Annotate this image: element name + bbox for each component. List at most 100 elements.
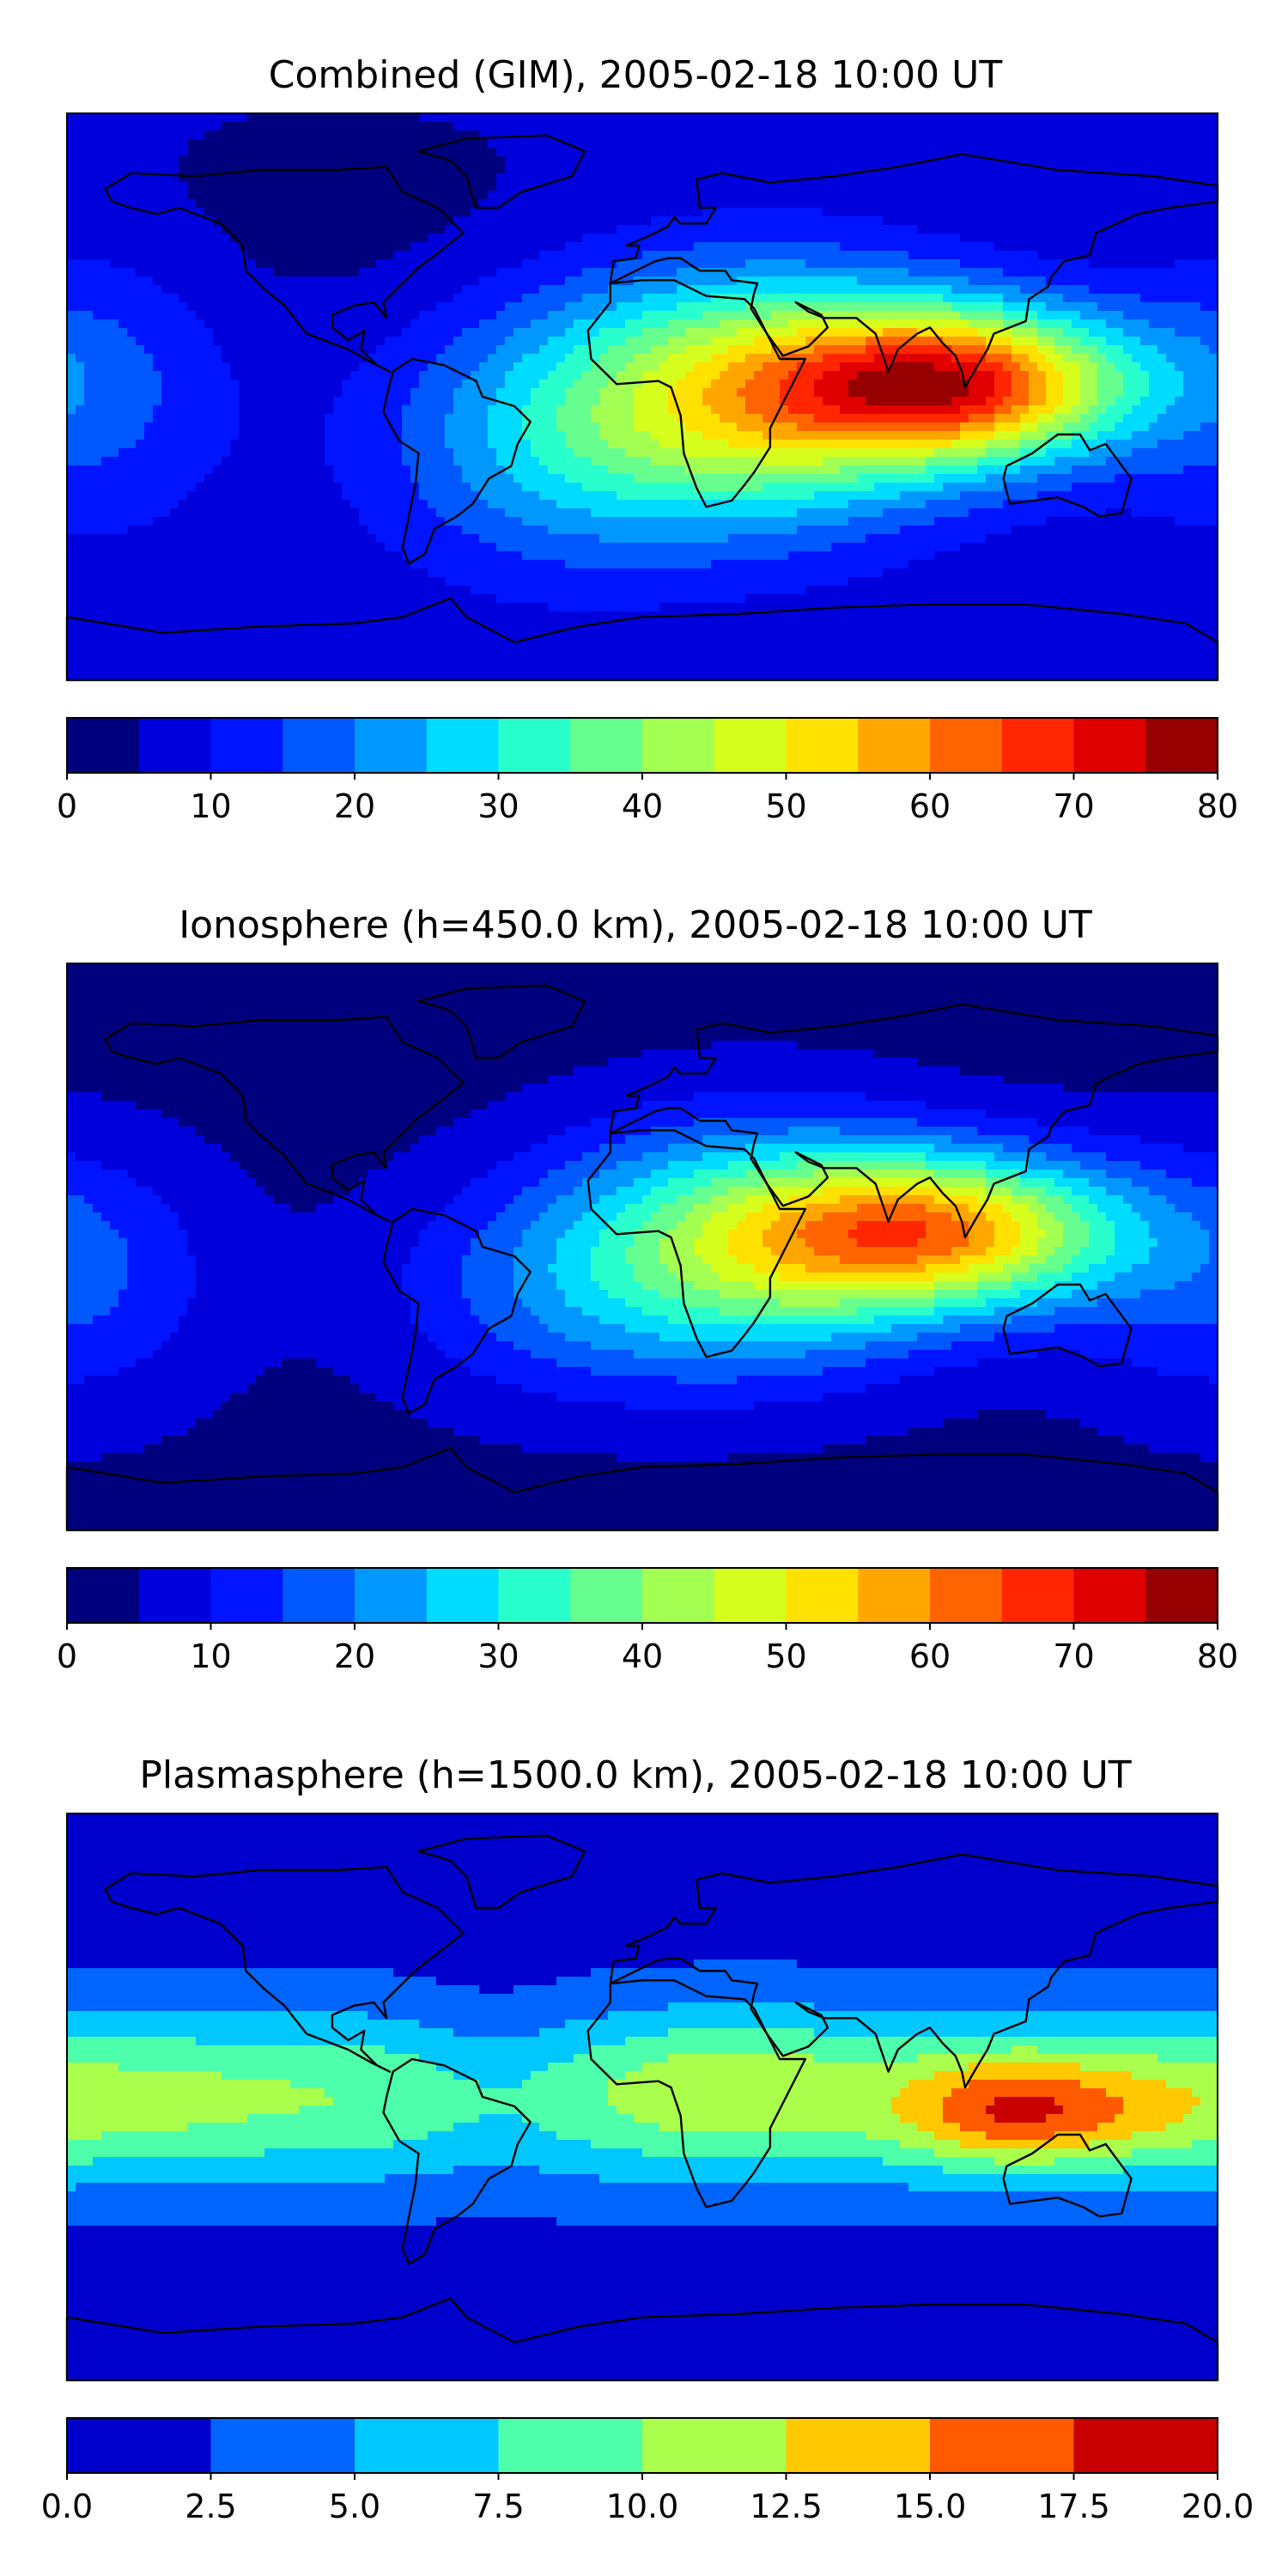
heatmap-cell: [1080, 165, 1090, 174]
heatmap-cell: [977, 259, 987, 269]
heatmap-cell: [333, 259, 343, 269]
heatmap-cell: [1123, 131, 1133, 140]
heatmap-cell: [462, 259, 471, 269]
heatmap-cell: [986, 139, 995, 149]
heatmap-cell: [410, 251, 420, 260]
heatmap-cell: [762, 122, 772, 131]
heatmap-cell: [273, 113, 283, 123]
heatmap-cell: [951, 251, 961, 260]
heatmap-cell: [625, 148, 635, 157]
heatmap-cell: [1106, 268, 1115, 277]
heatmap-cell: [1140, 131, 1150, 140]
heatmap-cell: [1115, 113, 1124, 123]
heatmap-cell: [582, 139, 592, 149]
heatmap-cell: [1029, 191, 1038, 200]
heatmap-cell: [788, 182, 798, 191]
heatmap-cell: [1063, 173, 1072, 183]
heatmap-cell: [805, 208, 815, 217]
heatmap-cell: [891, 173, 901, 183]
heatmap-cell: [651, 139, 660, 149]
heatmap-cell: [101, 234, 111, 243]
heatmap-cell: [1140, 148, 1150, 157]
heatmap-cell: [1089, 182, 1098, 191]
heatmap-cell: [883, 208, 892, 217]
heatmap-cell: [1003, 216, 1012, 226]
heatmap-cell: [170, 251, 179, 260]
heatmap-cell: [908, 225, 918, 234]
heatmap-cell: [866, 113, 875, 123]
heatmap-cell: [488, 268, 497, 277]
heatmap-cell: [136, 208, 145, 217]
heatmap-cell: [711, 148, 720, 157]
heatmap-cell: [1037, 276, 1047, 286]
heatmap-cell: [170, 276, 179, 286]
heatmap-cell: [1072, 208, 1081, 217]
heatmap-cell: [874, 268, 884, 277]
heatmap-cell: [1046, 234, 1055, 243]
heatmap-cell: [805, 139, 815, 149]
heatmap-cell: [642, 139, 652, 149]
heatmap-cell: [1020, 122, 1030, 131]
heatmap-cell: [994, 173, 1004, 183]
heatmap-cell: [1012, 113, 1021, 123]
heatmap-cell: [1200, 156, 1210, 166]
heatmap-cell: [823, 165, 832, 174]
heatmap-cell: [513, 199, 523, 209]
heatmap-cell: [428, 216, 437, 226]
heatmap-cell: [1123, 148, 1133, 157]
heatmap-cell: [505, 208, 514, 217]
heatmap-cell: [479, 251, 489, 260]
heatmap-cell: [325, 131, 334, 140]
heatmap-cell: [1089, 225, 1098, 234]
heatmap-cell: [325, 148, 334, 157]
heatmap-cell: [1183, 113, 1193, 123]
heatmap-cell: [84, 173, 94, 183]
heatmap-cell: [1209, 259, 1218, 269]
heatmap-cell: [505, 199, 514, 209]
heatmap-cell: [651, 113, 660, 123]
heatmap-cell: [342, 285, 351, 295]
heatmap-cell: [187, 122, 197, 131]
heatmap-cell: [170, 148, 179, 157]
heatmap-cell: [943, 199, 952, 209]
heatmap-cell: [1029, 225, 1038, 234]
heatmap-cell: [1123, 156, 1133, 166]
heatmap-cell: [230, 242, 240, 252]
heatmap-cell: [831, 191, 841, 200]
heatmap-cell: [67, 225, 76, 234]
heatmap-cell: [702, 208, 712, 217]
heatmap-cell: [1054, 139, 1064, 149]
heatmap-cell: [1157, 242, 1167, 252]
heatmap-cell: [874, 173, 884, 183]
heatmap-cell: [685, 242, 695, 252]
heatmap-cell: [179, 216, 188, 226]
heatmap-cell: [848, 225, 858, 234]
heatmap-cell: [196, 182, 205, 191]
heatmap-cell: [900, 122, 909, 131]
heatmap-cell: [204, 259, 214, 269]
heatmap-cell: [118, 139, 128, 149]
heatmap-cell: [299, 251, 308, 260]
heatmap-cell: [488, 259, 497, 269]
heatmap-cell: [522, 251, 532, 260]
heatmap-cell: [290, 156, 300, 166]
heatmap-cell: [943, 131, 952, 140]
heatmap-cell: [402, 113, 411, 123]
heatmap-cell: [179, 225, 188, 234]
heatmap-cell: [943, 225, 952, 234]
heatmap-cell: [1063, 285, 1072, 295]
heatmap-cell: [376, 225, 386, 234]
heatmap-cell: [462, 268, 471, 277]
heatmap-cell: [831, 208, 841, 217]
heatmap-cell: [771, 259, 781, 269]
heatmap-cell: [599, 122, 609, 131]
heatmap-cell: [496, 268, 506, 277]
heatmap-cell: [969, 242, 978, 252]
heatmap-cell: [419, 122, 428, 131]
heatmap-cell: [333, 251, 343, 260]
heatmap-cell: [1106, 165, 1115, 174]
heatmap-cell: [960, 285, 969, 295]
heatmap-cell: [1115, 242, 1124, 252]
heatmap-cell: [368, 113, 377, 123]
heatmap-cell: [222, 191, 231, 200]
